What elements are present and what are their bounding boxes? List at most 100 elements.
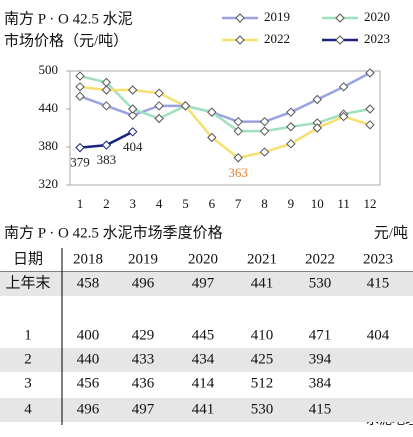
table-cell: 441 <box>251 275 274 291</box>
legend-marker <box>235 35 245 45</box>
point-marker <box>75 91 85 102</box>
point-marker <box>259 147 270 157</box>
x-tick-label: 3 <box>129 196 136 211</box>
table-cell: 440 <box>77 351 100 367</box>
series-line <box>79 71 371 123</box>
point-marker <box>101 101 112 111</box>
point-marker <box>312 123 322 133</box>
point-marker <box>259 126 270 136</box>
x-tick-label: 9 <box>288 196 295 211</box>
legend-label: 2022 <box>264 31 290 46</box>
table-cell: 2 <box>24 351 32 367</box>
point-marker <box>154 101 164 111</box>
legend-label: 2020 <box>364 9 390 24</box>
table-cell: 384 <box>309 375 332 391</box>
y-tick-label: 440 <box>39 100 59 115</box>
table-cell: 415 <box>367 275 390 291</box>
table-cell: 497 <box>192 275 215 291</box>
x-tick-label: 12 <box>364 196 377 211</box>
data-label: 363 <box>228 165 248 180</box>
point-marker <box>154 88 164 98</box>
legend-marker <box>335 13 345 23</box>
table-cell: 414 <box>192 375 215 391</box>
table-cell: 410 <box>251 327 274 343</box>
legend-label: 2019 <box>264 9 290 24</box>
point-marker <box>207 107 217 117</box>
table-title: 南方 P · O 42.5 水泥市场季度价格 <box>4 224 223 241</box>
table-cell: 400 <box>77 327 100 343</box>
point-marker <box>101 140 112 150</box>
table-cell: 429 <box>132 327 155 343</box>
point-marker <box>128 85 138 95</box>
x-tick-label: 10 <box>311 196 324 211</box>
header-cell: 2018 <box>73 251 103 267</box>
data-label: 379 <box>70 155 90 170</box>
legend-marker <box>335 35 345 45</box>
chart-title: 南方 P · O 42.5 水泥 <box>4 10 133 27</box>
point-marker <box>75 142 85 153</box>
header-cell: 2023 <box>363 251 393 267</box>
y-tick-label: 500 <box>39 62 59 77</box>
x-tick-label: 1 <box>77 196 84 211</box>
header-cell: 2020 <box>188 251 218 267</box>
header-cell: 2019 <box>128 251 158 267</box>
point-marker <box>286 107 296 117</box>
point-marker <box>338 82 349 92</box>
row-shade <box>0 272 413 296</box>
table-cell: 530 <box>309 275 332 291</box>
x-tick-label: 2 <box>103 196 110 211</box>
table-cell: 434 <box>192 351 215 367</box>
point-marker <box>365 68 375 78</box>
row-shade <box>0 348 413 372</box>
table-cell: 471 <box>309 327 332 343</box>
point-marker <box>259 116 270 127</box>
table-cell: 441 <box>192 401 215 417</box>
table-cell: 上年末 <box>5 274 50 291</box>
table-cell: 458 <box>77 275 100 291</box>
table-cell: 512 <box>251 375 274 391</box>
point-marker <box>128 127 138 137</box>
point-marker <box>365 104 375 114</box>
point-marker <box>233 126 243 136</box>
header-cell: 日期 <box>13 250 43 267</box>
table-unit: 元/吨 <box>374 224 408 241</box>
y-tick-label: 380 <box>39 138 59 153</box>
plot-frame <box>69 70 381 186</box>
table-cell: 433 <box>132 351 155 367</box>
table-cell: 1 <box>24 327 32 343</box>
legend-marker <box>235 13 245 23</box>
x-tick-label: 6 <box>209 196 216 211</box>
point-marker <box>338 111 349 122</box>
table-cell: 394 <box>309 351 332 367</box>
point-marker <box>75 82 85 92</box>
point-marker <box>365 120 375 130</box>
point-marker <box>75 71 85 81</box>
point-marker <box>207 132 217 143</box>
point-marker <box>312 94 322 105</box>
header-cell: 2021 <box>247 251 277 267</box>
point-marker <box>233 153 243 163</box>
x-tick-label: 5 <box>182 196 189 211</box>
table-cell: 425 <box>251 351 274 367</box>
point-marker <box>128 104 138 114</box>
table-cell: 3 <box>24 375 32 391</box>
table-cell: 496 <box>132 275 155 291</box>
table-cell: 445 <box>192 327 215 343</box>
table-cell: 404 <box>367 327 390 343</box>
table-cell: 4 <box>24 401 32 417</box>
series-line <box>79 74 371 133</box>
point-marker <box>286 139 296 149</box>
table-cell: 496 <box>77 401 100 417</box>
y-tick-label: 320 <box>39 176 59 191</box>
data-label: 404 <box>123 139 143 154</box>
point-marker <box>128 110 138 121</box>
point-marker <box>154 113 164 124</box>
data-label: 383 <box>97 152 117 167</box>
x-tick-label: 11 <box>337 196 350 211</box>
point-marker <box>233 116 243 127</box>
x-tick-label: 7 <box>235 196 242 211</box>
table-cell: 530 <box>251 401 274 417</box>
point-marker <box>180 101 191 111</box>
table-cell: 436 <box>132 375 155 391</box>
